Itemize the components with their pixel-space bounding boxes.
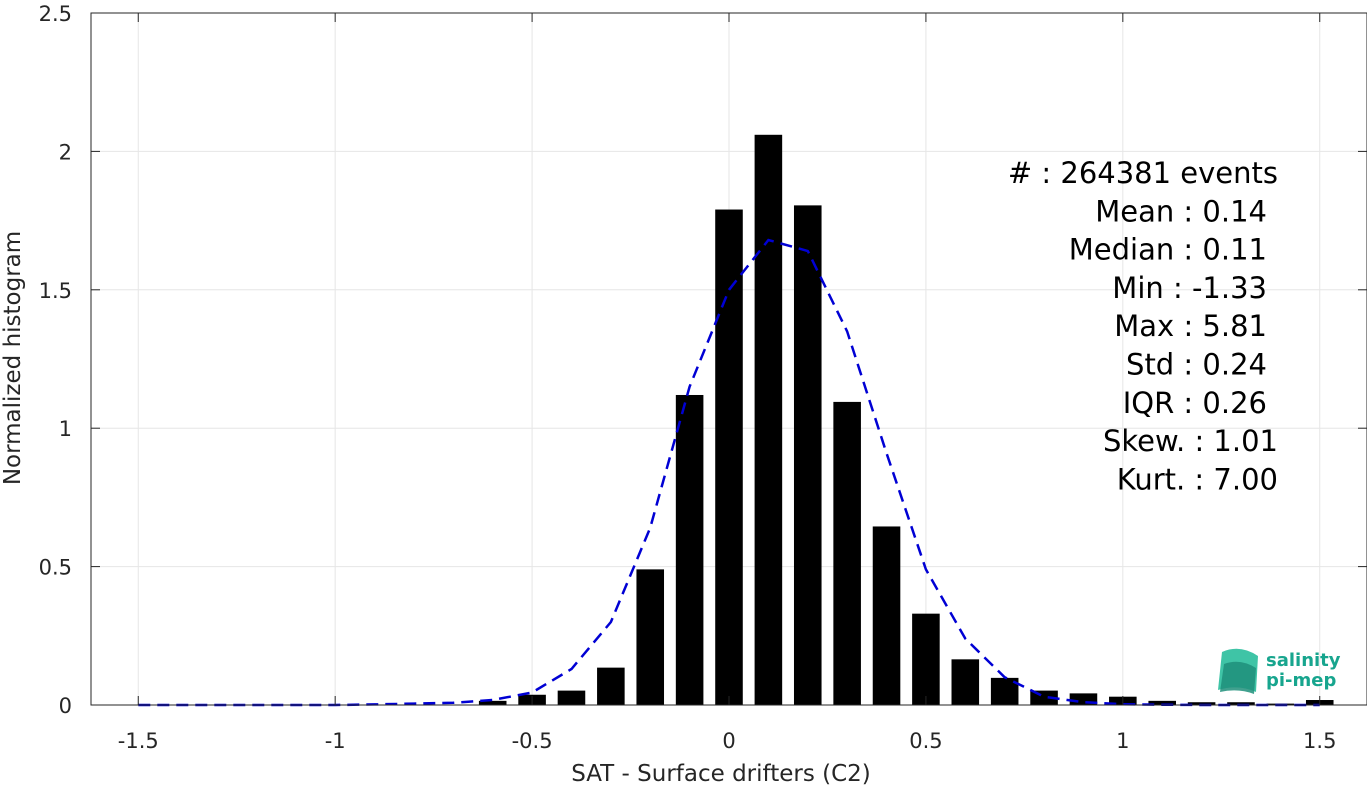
x-tick-label: -0.5: [512, 729, 553, 753]
stat-line: Mean : 0.14: [1095, 194, 1267, 228]
histogram-bar: [597, 667, 625, 705]
histogram-bar: [675, 394, 704, 705]
histogram-bar: [1227, 702, 1255, 705]
histogram-bar: [1148, 700, 1176, 705]
x-tick-labels: -1.5 -1 -0.5 0 0.5 1 1.5: [118, 729, 1337, 753]
x-tick-label: 1: [1116, 729, 1129, 753]
x-tick-label: -1.5: [118, 729, 159, 753]
stat-line: Max : 5.81: [1114, 309, 1267, 343]
stats-box: # : 264381 events Mean : 0.14 Median : 0.1…: [1008, 156, 1278, 496]
histogram-bars: [478, 134, 1334, 706]
histogram-bar: [754, 134, 783, 706]
logo-text-line1: salinity: [1266, 650, 1341, 671]
histogram-bar: [793, 205, 822, 705]
stat-line: # : 264381 events: [1008, 156, 1278, 190]
y-tick-label: 2: [59, 140, 72, 164]
x-axis-label: SAT - Surface drifters (C2): [571, 761, 871, 785]
stat-line: IQR : 0.26: [1123, 386, 1267, 420]
y-tick-label: 2.5: [39, 2, 72, 26]
x-tick-label: -1: [325, 729, 346, 753]
y-axis-label: Normalized histogram: [0, 231, 26, 485]
x-tick-label: 0.5: [909, 729, 942, 753]
logo-text-line2: pi-mep: [1266, 670, 1336, 691]
histogram-bar: [872, 526, 901, 705]
y-tick-label: 1.5: [39, 279, 72, 303]
stat-line: Median : 0.11: [1069, 233, 1267, 267]
histogram-bar: [1069, 693, 1098, 705]
y-tick-label: 0.5: [39, 556, 72, 580]
histogram-bar: [715, 209, 743, 705]
logo-wave-icon-front: [1220, 661, 1256, 694]
stat-line: Min : -1.33: [1112, 271, 1267, 305]
stat-line: Std : 0.24: [1126, 348, 1267, 382]
histogram-bar: [833, 401, 861, 705]
histogram-bar: [478, 700, 507, 705]
y-tick-labels: 0 0.5 1 1.5 2 2.5: [39, 2, 72, 718]
histogram-bar: [951, 659, 980, 705]
histogram-bar: [557, 690, 586, 705]
x-tick-label: 0: [722, 729, 735, 753]
histogram-bar: [912, 613, 940, 705]
stat-line: Kurt. : 7.00: [1117, 462, 1278, 496]
stat-line: Skew. : 1.01: [1103, 424, 1278, 458]
y-tick-label: 1: [59, 417, 72, 441]
x-tick-label: 1.5: [1303, 729, 1336, 753]
salinity-pimep-logo: salinity pi-mep: [1218, 648, 1341, 694]
axis-ticks: [91, 12, 1367, 706]
histogram-bar: [1187, 702, 1216, 705]
histogram-bar: [636, 569, 665, 705]
y-tick-label: 0: [59, 694, 72, 718]
